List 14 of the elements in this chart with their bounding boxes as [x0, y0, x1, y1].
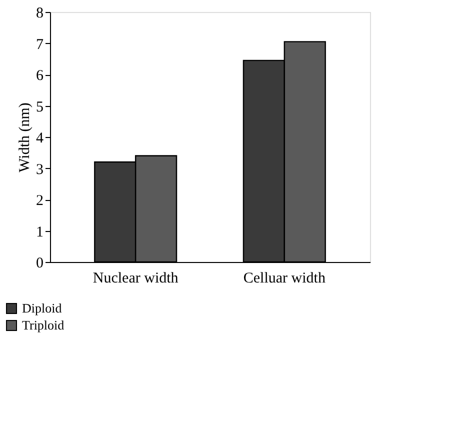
y-tick-label: 3: [36, 162, 44, 178]
legend-label: Diploid: [22, 300, 62, 316]
y-tick-label: 0: [36, 256, 44, 272]
y-axis-title: Width (nm): [17, 102, 33, 172]
y-tick-label: 4: [36, 130, 44, 146]
x-tick-label: Celluar width: [243, 270, 326, 286]
y-tick-label: 5: [36, 99, 44, 116]
legend-label: Triploid: [22, 318, 65, 332]
y-tick-label: 2: [36, 193, 44, 209]
y-tick-label: 8: [36, 6, 44, 22]
x-tick-label: Nuclear width: [92, 270, 179, 286]
y-tick-label: 1: [36, 224, 44, 240]
y-tick-label: 6: [36, 68, 44, 84]
y-tick-label: 7: [36, 36, 44, 53]
